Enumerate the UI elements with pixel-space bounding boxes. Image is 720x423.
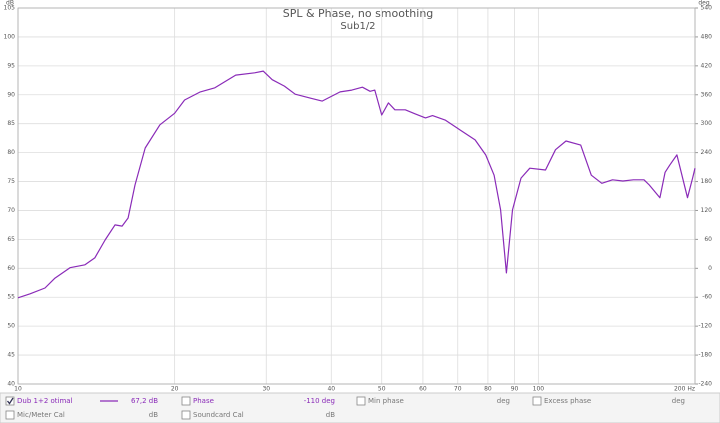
x-tick-label: 90 bbox=[511, 386, 519, 393]
y2-tick-label: 360 bbox=[701, 91, 713, 98]
y-tick-label: 55 bbox=[7, 294, 15, 301]
x-tick-label: 200 Hz bbox=[674, 386, 695, 393]
y2-tick-label: 300 bbox=[701, 120, 713, 127]
panel-value: dB bbox=[326, 411, 335, 419]
y-tick-label: 85 bbox=[7, 120, 15, 127]
y-tick-label: 50 bbox=[7, 323, 15, 330]
y2-tick-label: 480 bbox=[701, 33, 713, 40]
y2-tick-label: 540 bbox=[701, 5, 713, 12]
y2-tick-label: -180 bbox=[698, 352, 712, 359]
y-tick-label: 45 bbox=[7, 352, 15, 359]
y2-tick-label: 420 bbox=[701, 62, 713, 69]
y-tick-label: 40 bbox=[7, 381, 15, 388]
plot-frame bbox=[17, 7, 696, 385]
y-tick-label: 105 bbox=[4, 5, 16, 12]
y-axis-label: dB bbox=[6, 0, 14, 7]
series-line bbox=[17, 70, 696, 299]
y-tick-label: 75 bbox=[7, 178, 15, 185]
y2-tick-label: -60 bbox=[702, 294, 712, 301]
x-tick-label: 100 bbox=[533, 386, 545, 393]
panel-label: Phase bbox=[193, 397, 214, 405]
y-tick-label: 95 bbox=[7, 62, 15, 69]
y2-tick-label: 0 bbox=[708, 265, 712, 272]
legend-label: Dub 1+2 otimal bbox=[17, 397, 73, 405]
x-tick-label: 70 bbox=[454, 386, 462, 393]
panel-value: deg bbox=[497, 397, 510, 405]
panel-checkbox[interactable] bbox=[532, 396, 542, 406]
y2-tick-label: 60 bbox=[704, 236, 712, 243]
checkmark bbox=[6, 397, 14, 405]
panel-label: Mic/Meter Cal bbox=[17, 411, 65, 419]
y2-tick-label: -240 bbox=[698, 381, 712, 388]
y2-tick-label: 120 bbox=[701, 207, 713, 214]
series-checkbox[interactable] bbox=[5, 396, 15, 406]
panel-checkbox[interactable] bbox=[5, 410, 15, 420]
panel-value: dB bbox=[149, 411, 158, 419]
panel-checkbox[interactable] bbox=[356, 396, 366, 406]
y-tick-label: 65 bbox=[7, 236, 15, 243]
panel-value: -110 deg bbox=[304, 397, 335, 405]
x-tick-label: 50 bbox=[378, 386, 386, 393]
y-tick-label: 100 bbox=[4, 33, 16, 40]
y-tick-label: 90 bbox=[7, 91, 15, 98]
chart-subtitle: Sub1/2 bbox=[340, 21, 375, 32]
panel-value: deg bbox=[672, 397, 685, 405]
y-tick-label: 70 bbox=[7, 207, 15, 214]
legend-readout: 67,2 dB bbox=[131, 397, 158, 405]
panel-checkbox[interactable] bbox=[181, 410, 191, 420]
x-tick-label: 10 bbox=[14, 386, 22, 393]
x-tick-label: 80 bbox=[484, 386, 492, 393]
panel-label: Excess phase bbox=[544, 397, 591, 405]
y2-tick-label: -120 bbox=[698, 323, 712, 330]
chart-title: SPL & Phase, no smoothing bbox=[283, 7, 434, 20]
x-tick-label: 30 bbox=[262, 386, 270, 393]
y-tick-label: 80 bbox=[7, 149, 15, 156]
y-tick-label: 60 bbox=[7, 265, 15, 272]
y2-tick-label: 180 bbox=[701, 178, 713, 185]
y2-tick-label: 240 bbox=[701, 149, 713, 156]
panel-checkbox[interactable] bbox=[181, 396, 191, 406]
x-tick-label: 20 bbox=[171, 386, 179, 393]
y2-axis-label: deg bbox=[698, 0, 710, 7]
panel-label: Soundcard Cal bbox=[193, 411, 244, 419]
x-tick-label: 60 bbox=[419, 386, 427, 393]
panel-label: Min phase bbox=[368, 397, 404, 405]
x-tick-label: 40 bbox=[327, 386, 335, 393]
